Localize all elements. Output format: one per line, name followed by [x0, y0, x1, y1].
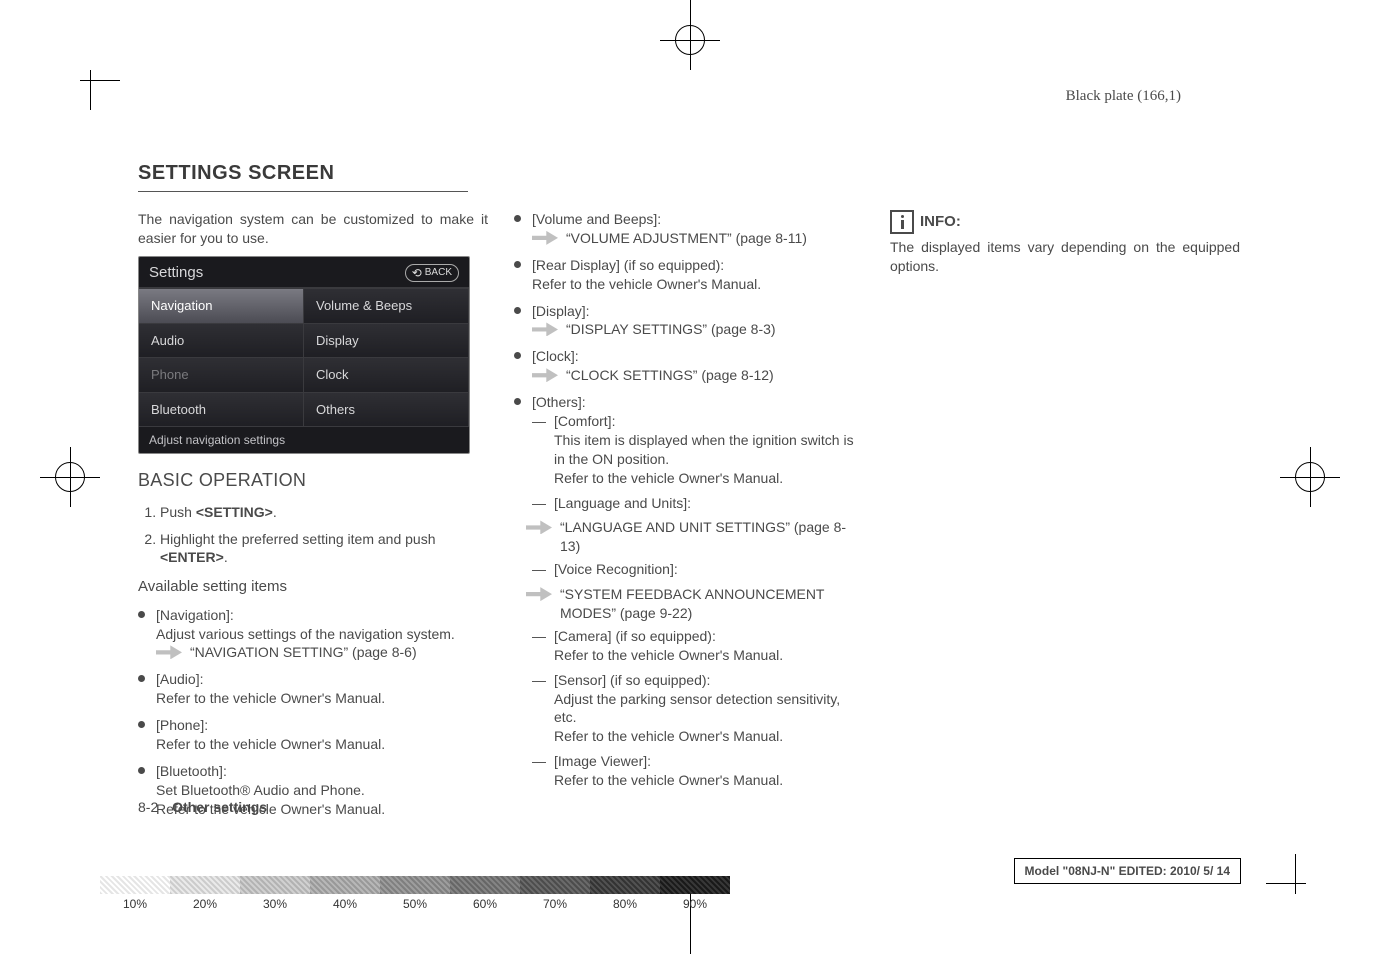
screenshot-back-button: ⟲ BACK [405, 264, 459, 282]
info-icon [890, 210, 914, 234]
gradient-segment: 30% [240, 876, 310, 894]
page-footer: 8-2 Other settings [138, 798, 267, 817]
screenshot-footer: Adjust navigation settings [139, 426, 469, 453]
title-rule [138, 191, 468, 192]
gradient-segment: 50% [380, 876, 450, 894]
registration-mark-right [1280, 447, 1340, 507]
bullet-item: [Navigation]:Adjust various settings of … [138, 606, 488, 663]
dash-item: [Camera] (if so equipped):Refer to the v… [532, 627, 864, 665]
available-heading: Available setting items [138, 577, 488, 597]
intro-text: The navigation system can be customized … [138, 210, 488, 248]
bullet-item: [Rear Display] (if so equipped):Refer to… [514, 256, 864, 294]
bullet-item: [Volume and Beeps]:“VOLUME ADJUSTMENT” (… [514, 210, 864, 248]
dash-item: [Sensor] (if so equipped):Adjust the par… [532, 671, 864, 747]
cross-ref: “VOLUME ADJUSTMENT” (page 8-11) [532, 229, 864, 248]
gradient-label: 50% [403, 896, 427, 912]
info-heading: INFO: [890, 210, 1240, 234]
gradient-segment: 20% [170, 876, 240, 894]
page-number: 8-2 [138, 799, 158, 815]
column-3: INFO: The displayed items vary depending… [890, 210, 1240, 827]
section-title: SETTINGS SCREEN [138, 160, 1248, 187]
gradient-label: 60% [473, 896, 497, 912]
bullet-item: [Phone]:Refer to the vehicle Owner's Man… [138, 716, 488, 754]
screenshot-title: Settings [149, 263, 203, 283]
column-2: [Volume and Beeps]:“VOLUME ADJUSTMENT” (… [514, 210, 864, 827]
steps-list: Push <SETTING>. Highlight the preferred … [138, 503, 488, 568]
gradient-label: 20% [193, 896, 217, 912]
dash-item: [Voice Recognition]: [532, 560, 864, 579]
cross-ref: “DISPLAY SETTINGS” (page 8-3) [532, 320, 864, 339]
info-label: INFO: [920, 212, 961, 232]
screenshot-back-label: BACK [425, 266, 452, 280]
bullet-item: [Display]:“DISPLAY SETTINGS” (page 8-3) [514, 302, 864, 340]
gradient-segment: 40% [310, 876, 380, 894]
gradient-segment: 70% [520, 876, 590, 894]
gradient-segment: 10% [100, 876, 170, 894]
screenshot-cell: Others [304, 392, 469, 427]
dash-item: [Comfort]:This item is displayed when th… [532, 412, 864, 488]
screenshot-cell: Phone [139, 357, 304, 392]
step-2: Highlight the preferred setting item and… [160, 530, 488, 568]
dash-item: [Image Viewer]:Refer to the vehicle Owne… [532, 752, 864, 790]
gradient-label: 40% [333, 896, 357, 912]
model-box: Model "08NJ-N" EDITED: 2010/ 5/ 14 [1014, 858, 1241, 884]
bullet-item: [Clock]:“CLOCK SETTINGS” (page 8-12) [514, 347, 864, 385]
gradient-label: 30% [263, 896, 287, 912]
basic-operation-heading: BASIC OPERATION [138, 468, 488, 492]
settings-screenshot: Settings ⟲ BACK NavigationVolume & Beeps… [138, 256, 470, 455]
gradient-segment: 80% [590, 876, 660, 894]
gradient-label: 90% [683, 896, 707, 912]
cross-ref: “SYSTEM FEEDBACK ANNOUNCEMENT MODES” (pa… [526, 585, 864, 623]
cross-ref: “CLOCK SETTINGS” (page 8-12) [532, 366, 864, 385]
col1-bullets: [Navigation]:Adjust various settings of … [138, 606, 488, 819]
info-body: The displayed items vary depending on th… [890, 238, 1240, 276]
screenshot-cell: Display [304, 323, 469, 358]
bullet-item: [Audio]:Refer to the vehicle Owner's Man… [138, 670, 488, 708]
gradient-bar: 10%20%30%40%50%60%70%80%90% [100, 876, 730, 894]
plate-label: Black plate (166,1) [1066, 86, 1181, 106]
screenshot-cell: Audio [139, 323, 304, 358]
enter-key: <ENTER> [160, 549, 224, 565]
page-content: SETTINGS SCREEN The navigation system ca… [138, 160, 1248, 827]
chapter-name: Other settings [172, 799, 267, 815]
screenshot-cell: Clock [304, 357, 469, 392]
gradient-segment: 90% [660, 876, 730, 894]
cross-ref: “LANGUAGE AND UNIT SETTINGS” (page 8-13) [526, 518, 864, 556]
screenshot-cell: Bluetooth [139, 392, 304, 427]
gradient-segment: 60% [450, 876, 520, 894]
cross-ref: “NAVIGATION SETTING” (page 8-6) [156, 643, 488, 662]
crop-mark-br [1256, 844, 1296, 884]
column-1: The navigation system can be customized … [138, 210, 488, 827]
bullet-item: [Others]:[Comfort]:This item is displaye… [514, 393, 864, 790]
col2-bullets: [Volume and Beeps]:“VOLUME ADJUSTMENT” (… [514, 210, 864, 790]
step-1: Push <SETTING>. [160, 503, 488, 522]
gradient-label: 10% [123, 896, 147, 912]
dash-item: [Language and Units]: [532, 494, 864, 513]
screenshot-cell: Navigation [139, 288, 304, 323]
setting-key: <SETTING> [196, 504, 273, 520]
registration-mark-left [40, 447, 100, 507]
registration-mark-top [660, 10, 720, 70]
gradient-label: 70% [543, 896, 567, 912]
crop-mark-tl [90, 80, 130, 120]
screenshot-cell: Volume & Beeps [304, 288, 469, 323]
gradient-label: 80% [613, 896, 637, 912]
